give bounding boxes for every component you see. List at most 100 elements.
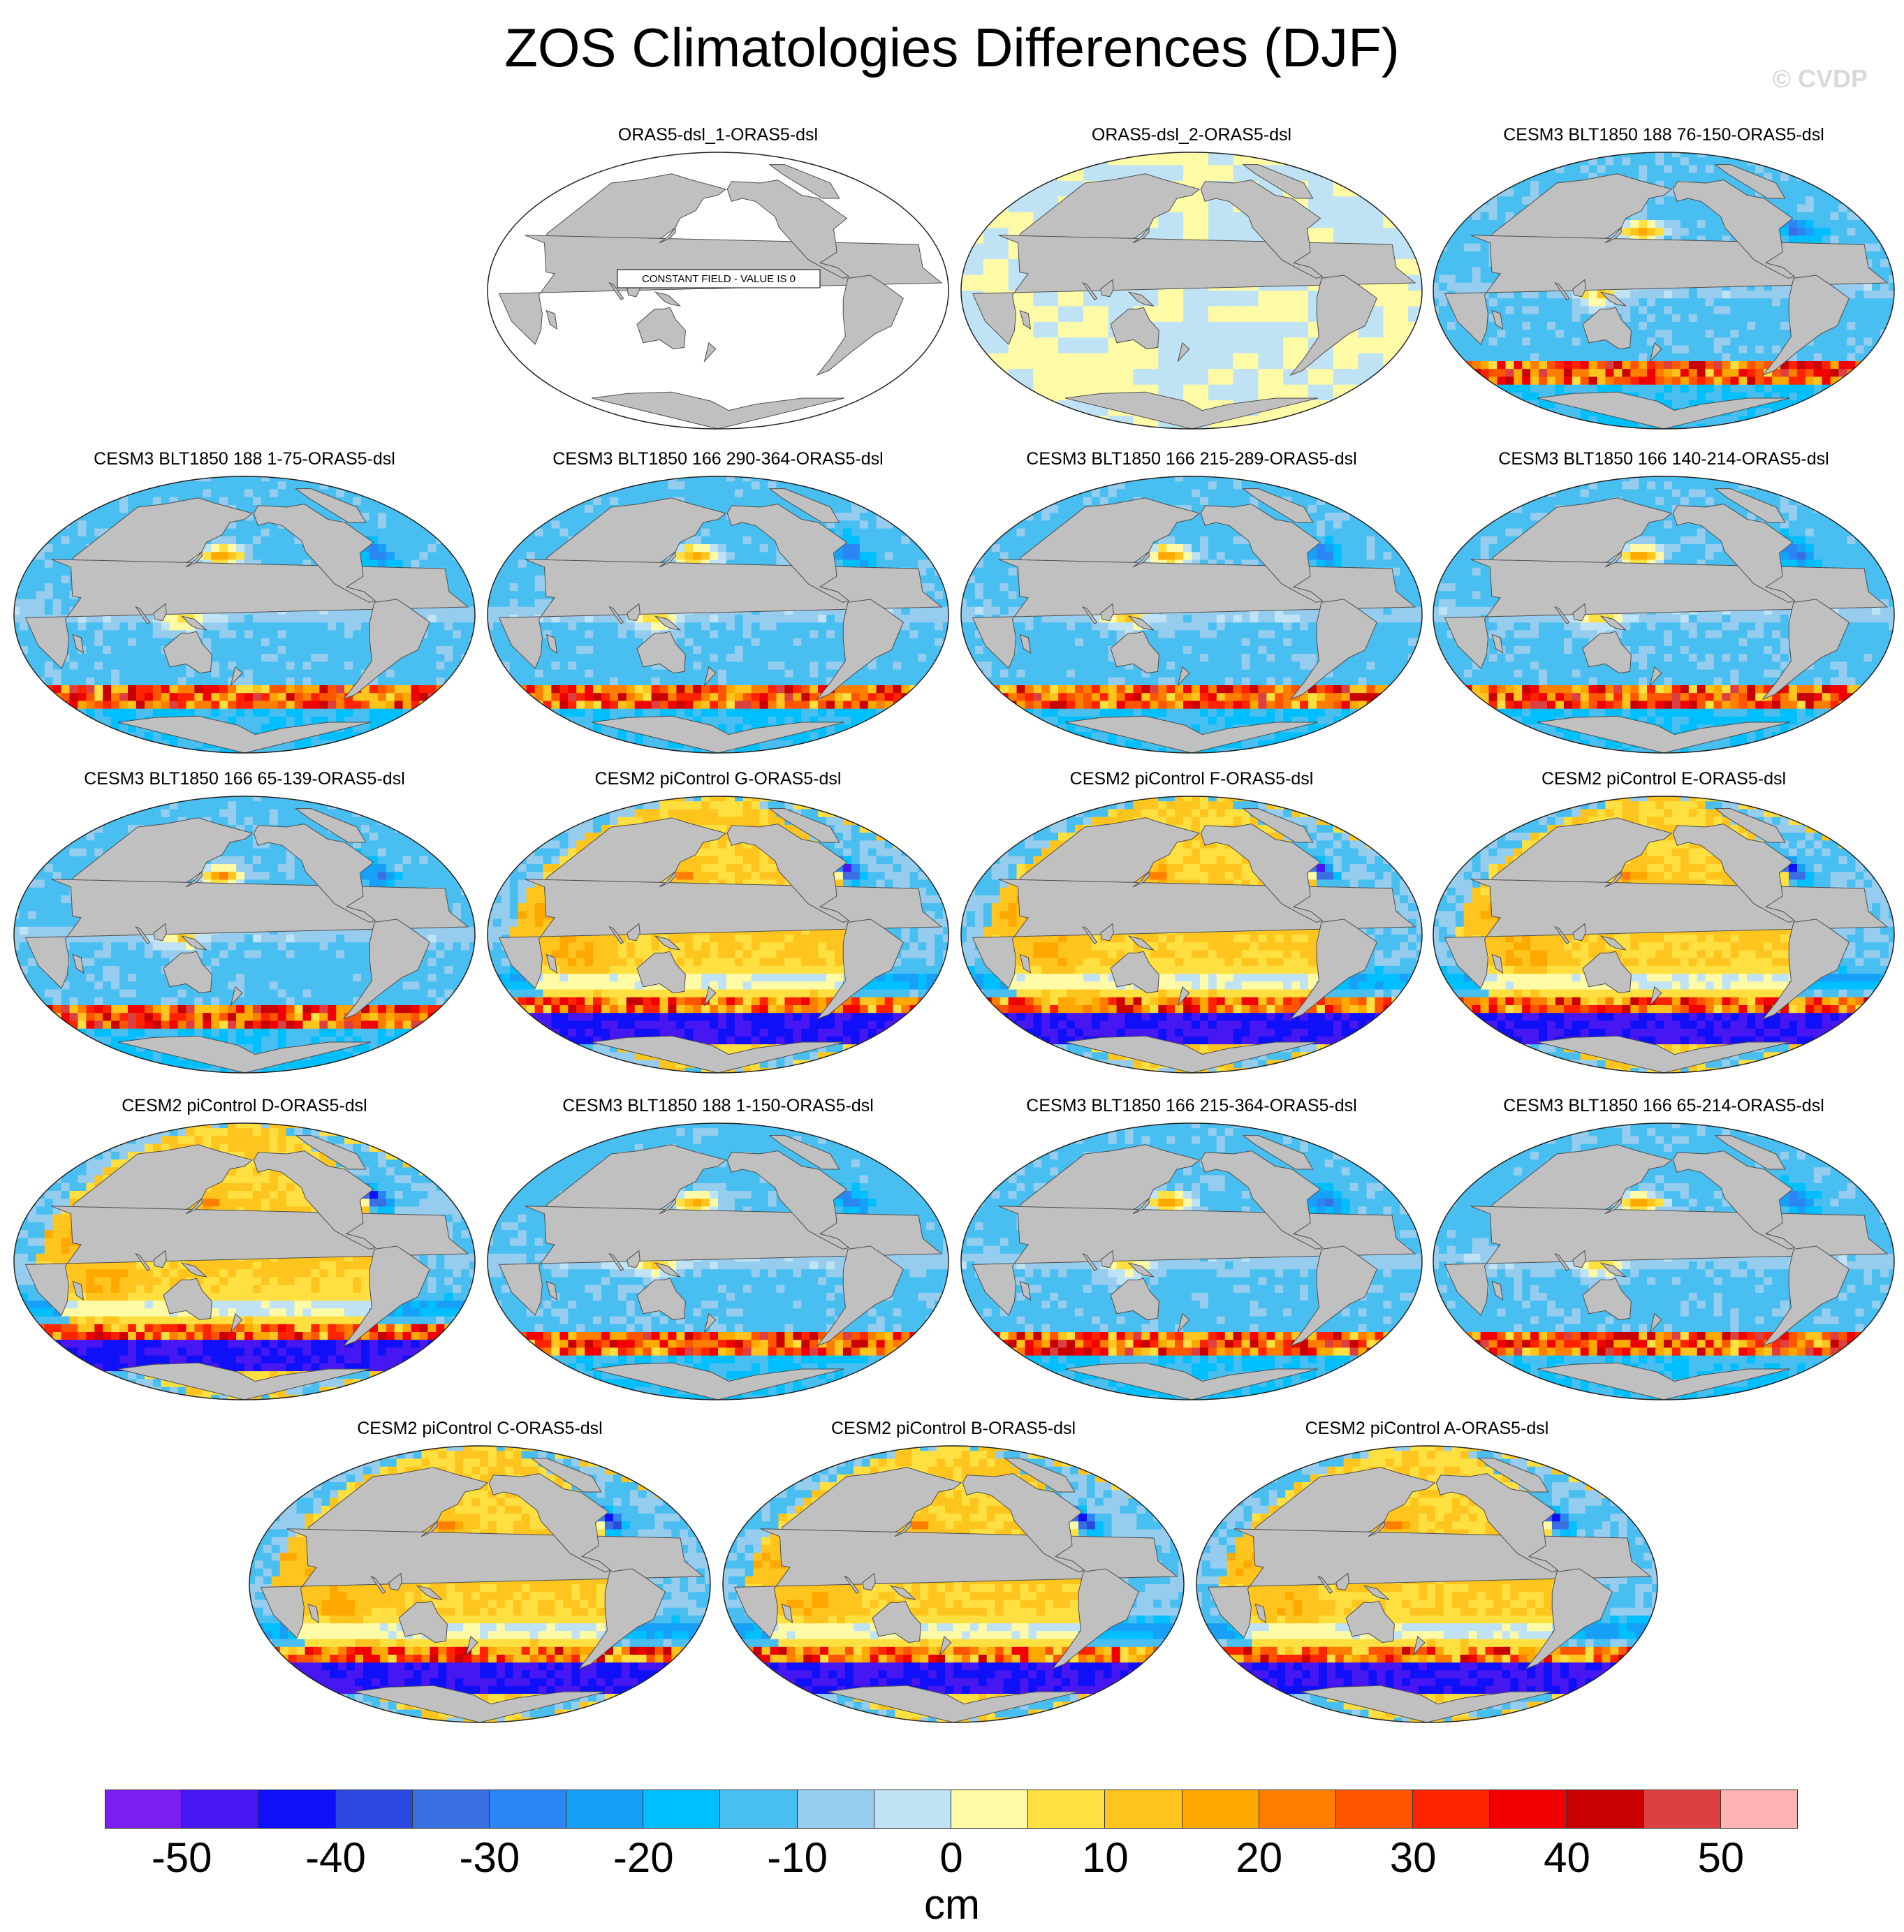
field-cell (1192, 173, 1201, 182)
field-cell (1266, 165, 1275, 174)
field-cell (1067, 152, 1076, 158)
field-cell (1099, 376, 1109, 386)
field-cell (1838, 228, 1847, 236)
field-cell (1480, 173, 1490, 182)
field-cell (1530, 416, 1539, 425)
field-cell (1764, 337, 1773, 346)
field-cell (1647, 220, 1656, 228)
field-cell (1166, 212, 1176, 221)
field-cell (1233, 291, 1243, 299)
field-cell (1041, 180, 1050, 189)
field-cell (1183, 337, 1192, 346)
field-cell (1283, 321, 1292, 330)
field-cell (1788, 173, 1798, 182)
field-cell (1639, 291, 1648, 299)
field-cell (1175, 220, 1184, 228)
field-cell (61, 552, 71, 560)
field-cell (1341, 235, 1351, 244)
field-cell (1283, 165, 1292, 174)
field-cell (1447, 330, 1456, 338)
field-cell (1488, 369, 1497, 377)
field-cell (1391, 369, 1400, 377)
field-cell (1855, 204, 1864, 213)
field-cell (1455, 189, 1465, 197)
field-cell (1880, 152, 1889, 158)
field-cell (361, 476, 370, 482)
field-cell (1730, 291, 1739, 299)
field-cell (1333, 212, 1342, 221)
field-cell (1358, 220, 1368, 228)
land-namerica (1672, 180, 1796, 279)
field-cell (1408, 361, 1417, 369)
field-cell (1150, 423, 1159, 429)
field-cell (1455, 384, 1465, 393)
field-cell (1889, 157, 1894, 166)
field-cell (1472, 345, 1481, 354)
field-cell (1067, 353, 1076, 362)
field-cell (1872, 196, 1881, 205)
field-cell (1488, 337, 1497, 346)
field-cell (1250, 353, 1259, 362)
field-cell (44, 481, 54, 490)
field-cell (1605, 361, 1614, 369)
field-cell (78, 476, 87, 482)
field-cell (1141, 416, 1150, 425)
field-cell (1722, 376, 1731, 386)
field-cell (1514, 416, 1523, 425)
field-cell (1772, 353, 1781, 362)
field-cell (36, 489, 45, 498)
field-cell (966, 416, 976, 425)
field-cell (1863, 314, 1873, 323)
field-cell (461, 476, 470, 482)
field-cell (1647, 196, 1656, 205)
field-cell (1358, 423, 1368, 429)
field-cell (1150, 291, 1159, 299)
field-cell (1522, 376, 1531, 386)
field-cell (1563, 408, 1573, 417)
field-cell (1433, 196, 1440, 205)
field-cell (1805, 408, 1815, 417)
field-cell (1408, 291, 1417, 299)
field-cell (1075, 337, 1084, 346)
field-cell (228, 520, 237, 529)
field-cell (991, 220, 1001, 228)
field-cell (1408, 314, 1417, 323)
field-cell (1847, 157, 1856, 166)
field-cell (1863, 423, 1873, 429)
field-cell (1058, 291, 1067, 299)
field-cell (1291, 157, 1301, 166)
field-cell (1438, 345, 1448, 354)
field-cell (69, 528, 78, 537)
field-cell (1796, 369, 1806, 377)
field-cell (1375, 165, 1384, 174)
field-cell (1830, 204, 1840, 213)
field-cell (1158, 152, 1167, 158)
field-cell (1855, 314, 1864, 323)
field-cell (1563, 423, 1573, 429)
field-cell (1291, 345, 1301, 354)
field-cell (1438, 220, 1448, 228)
field-cell (1075, 321, 1084, 330)
field-cell (1300, 353, 1309, 362)
field-cell (1730, 337, 1739, 346)
field-cell (1522, 314, 1531, 323)
field-cell (302, 497, 312, 506)
field-cell (1671, 369, 1681, 377)
field-cell (1463, 152, 1473, 158)
field-cell (1366, 400, 1375, 409)
field-cell (1664, 361, 1673, 369)
field-cell (1383, 180, 1392, 189)
field-cell (427, 536, 437, 545)
field-cell (1258, 298, 1267, 307)
field-cell (469, 520, 475, 529)
field-cell (1266, 298, 1275, 307)
field-cell (1166, 423, 1176, 429)
field-cell (228, 481, 237, 490)
field-cell (1224, 376, 1234, 386)
field-cell (1383, 173, 1392, 182)
field-cell (1316, 392, 1326, 401)
field-cell (1747, 165, 1756, 174)
field-cell (1383, 306, 1392, 315)
field-cell (1108, 376, 1118, 386)
field-cell (1375, 337, 1384, 346)
